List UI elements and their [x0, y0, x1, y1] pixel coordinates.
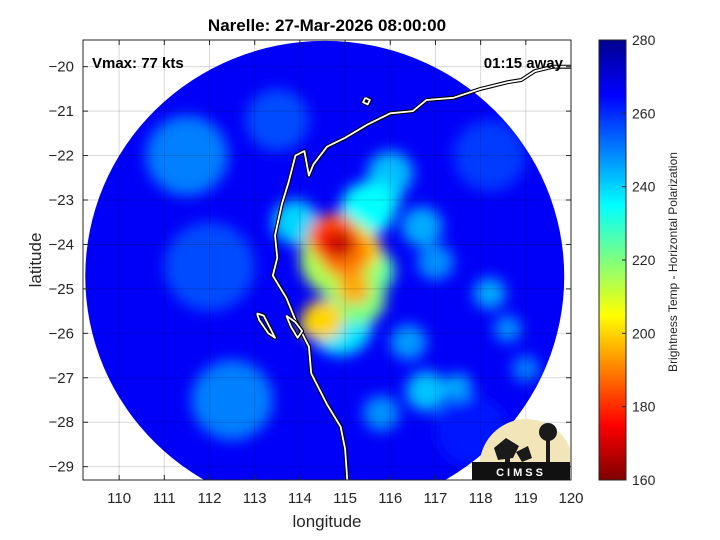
x-axis-label: longitude [292, 512, 361, 531]
brightness-cell [245, 88, 309, 152]
microwave-swath [85, 40, 565, 480]
x-tick-label: 110 [107, 490, 131, 507]
colorbar-scale [598, 39, 627, 481]
colorbar-tick-label: 260 [632, 105, 656, 121]
y-tick-label: −29 [49, 459, 74, 476]
brightness-cell [390, 324, 427, 360]
colorbar-ticks: 160 180 200 220 240 260 280 [622, 32, 656, 488]
cimss-logo-text: CIMSS [496, 467, 546, 479]
y-tick-label: −24 [49, 236, 74, 253]
coastline-line [256, 312, 276, 339]
y-tick-label: −26 [49, 325, 74, 342]
brightness-cell [406, 371, 447, 412]
brightness-cell [453, 120, 526, 192]
x-tick-label: 119 [514, 490, 538, 507]
brightness-cell [401, 206, 443, 247]
y-tick-label: −25 [49, 281, 74, 298]
colorbar-label: Brightness Temp - Horizontal Polarizatio… [666, 152, 680, 372]
colorbar-tick-label: 200 [632, 325, 656, 341]
y-tick-label: −20 [49, 59, 74, 76]
x-tick-label: 114 [288, 490, 312, 507]
brightness-cell [338, 273, 370, 305]
brightness-cell [512, 355, 540, 383]
coastline [255, 64, 571, 480]
colorbar-tick-label: 220 [632, 252, 656, 268]
y-tick-label: −22 [49, 148, 74, 165]
vmax-annotation: Vmax: 77 kts [92, 55, 184, 72]
x-tick-label: 120 [558, 490, 583, 507]
colorbar-tick-label: 180 [632, 399, 656, 415]
brightness-cell [417, 244, 454, 280]
x-tick-label: 113 [243, 490, 267, 507]
brightness-cell [191, 360, 273, 440]
brightness-cell [164, 222, 255, 312]
cimss-logo: CIMSS [472, 419, 570, 480]
coastline-line [271, 65, 571, 480]
brightness-cell [302, 300, 343, 340]
brightness-cell [327, 231, 355, 258]
y-tick-label: −27 [49, 370, 74, 387]
colorbar-tick-label: 280 [632, 32, 656, 48]
y-tick-label: −23 [49, 192, 74, 209]
y-axis-label: latitude [26, 233, 45, 288]
brightness-cell [473, 277, 506, 309]
brightness-cell [272, 200, 318, 245]
y-tick-label: −21 [49, 103, 74, 120]
chart-title: Narelle: 27-Mar-2026 08:00:00 [208, 16, 446, 35]
y-tick-label: −28 [49, 414, 74, 431]
brightness-cell [363, 395, 400, 432]
colorbar-tick-label: 160 [632, 472, 656, 488]
coastline-line [285, 314, 303, 339]
x-tick-label: 116 [378, 490, 402, 507]
brightness-cell [146, 115, 228, 196]
x-tick-label: 118 [469, 490, 493, 507]
colorbar-tick-label: 240 [632, 179, 656, 195]
x-tick-label: 112 [198, 490, 222, 507]
brightness-cell [444, 373, 472, 400]
time-away-annotation: 01:15 away [484, 55, 564, 72]
grid-lines [83, 40, 571, 480]
x-tick-label: 115 [333, 490, 357, 507]
swath-features [146, 88, 540, 467]
colorbar: 160 180 200 220 240 260 280 [598, 32, 656, 488]
brightness-cell [494, 315, 522, 343]
coastline-line [362, 96, 371, 106]
x-tick-label: 111 [153, 490, 176, 507]
plot-frame [82, 39, 572, 481]
y-axis-ticks: −20 −21 −22 −23 −24 −25 −26 −27 −28 −29 [49, 59, 571, 476]
x-tick-label: 117 [423, 490, 447, 507]
